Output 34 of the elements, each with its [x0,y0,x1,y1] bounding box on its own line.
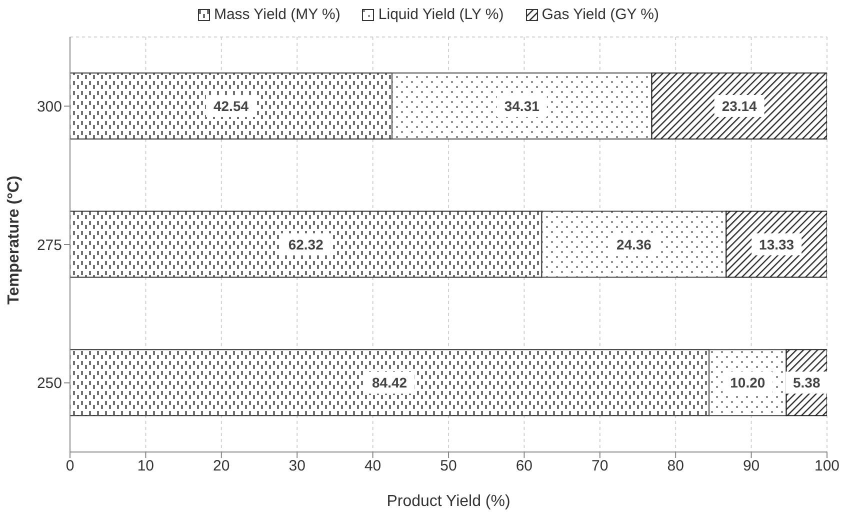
bar [70,72,393,140]
x-tick-label: 0 [66,458,74,475]
data-label: 24.36 [616,236,652,252]
data-label: 10.20 [730,374,766,391]
legend-label: Gas Yield (GY %) [540,6,660,23]
data-label: 23.14 [722,98,758,114]
y-axis-title: Temperature (°C) [6,176,23,304]
x-tick-label: 50 [440,458,457,475]
data-label: 13.33 [759,236,794,252]
y-tick-label: 300 [36,98,62,116]
x-tick-label: 40 [364,458,382,475]
x-tick-label: 100 [814,458,840,475]
x-tick-label: 70 [592,458,608,475]
bar [651,72,827,140]
x-tick-label: 60 [516,458,533,475]
x-tick-label: 30 [288,458,306,475]
legend-label: Liquid Yield (LY %) [377,6,504,23]
bar [70,349,710,416]
x-tick-label: 10 [137,458,154,475]
data-label: 34.31 [504,98,540,114]
data-label: 84.42 [372,374,408,391]
y-tick-label: 250 [36,375,62,392]
y-tick-label: 275 [36,236,62,254]
x-tick-label: 20 [213,458,230,475]
legend-label: Mass Yield (MY %) [212,6,340,23]
data-label: 42.54 [213,98,249,114]
x-tick-label: 90 [742,458,760,475]
bar [541,210,727,278]
x-tick-label: 80 [667,458,684,475]
bar [70,210,542,278]
x-axis-title: Product Yield (%) [386,493,510,510]
data-label: 62.32 [288,236,324,252]
data-label: 5.38 [793,374,820,391]
bar [392,72,652,140]
